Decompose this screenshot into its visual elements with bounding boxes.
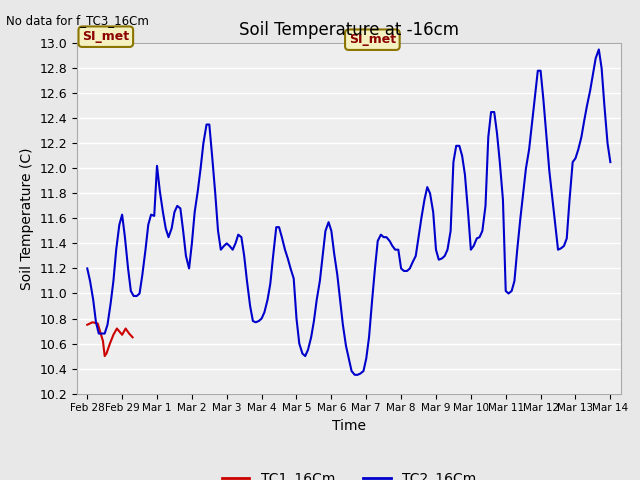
Text: No data for f_TC3_16Cm: No data for f_TC3_16Cm [6,14,149,27]
Text: SI_met: SI_met [349,33,396,46]
X-axis label: Time: Time [332,419,366,433]
Legend: TC1_16Cm, TC2_16Cm: TC1_16Cm, TC2_16Cm [216,467,481,480]
Text: SI_met: SI_met [82,30,129,43]
Y-axis label: Soil Temperature (C): Soil Temperature (C) [20,147,34,289]
Title: Soil Temperature at -16cm: Soil Temperature at -16cm [239,21,459,39]
